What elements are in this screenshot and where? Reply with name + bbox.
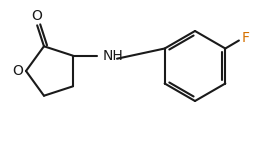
Text: NH: NH [103,49,124,63]
Text: F: F [242,31,250,45]
Text: O: O [13,64,24,78]
Text: O: O [32,9,42,23]
